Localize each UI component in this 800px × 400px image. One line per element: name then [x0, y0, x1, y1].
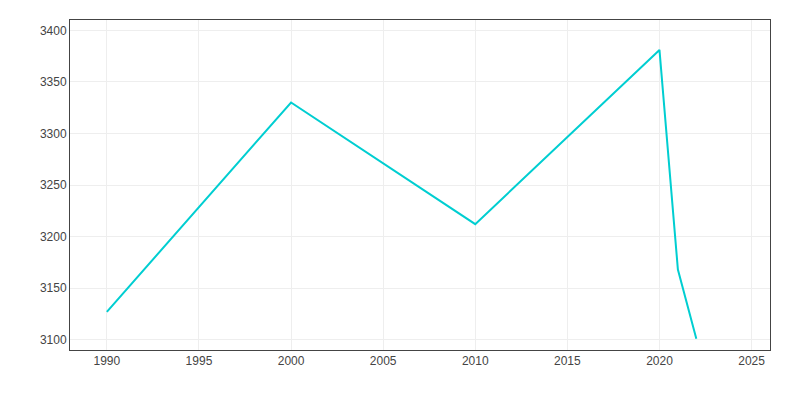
svg-text:1995: 1995 [186, 354, 213, 368]
svg-text:3200: 3200 [40, 230, 67, 244]
svg-text:1990: 1990 [93, 354, 120, 368]
svg-text:2015: 2015 [554, 354, 581, 368]
svg-text:2000: 2000 [278, 354, 305, 368]
svg-text:3100: 3100 [40, 333, 67, 347]
svg-text:3400: 3400 [40, 24, 67, 38]
svg-text:2025: 2025 [738, 354, 765, 368]
svg-text:3250: 3250 [40, 178, 67, 192]
svg-text:3300: 3300 [40, 127, 67, 141]
svg-text:2005: 2005 [370, 354, 397, 368]
svg-text:3350: 3350 [40, 75, 67, 89]
svg-text:3150: 3150 [40, 281, 67, 295]
svg-text:2020: 2020 [646, 354, 673, 368]
svg-text:2010: 2010 [462, 354, 489, 368]
